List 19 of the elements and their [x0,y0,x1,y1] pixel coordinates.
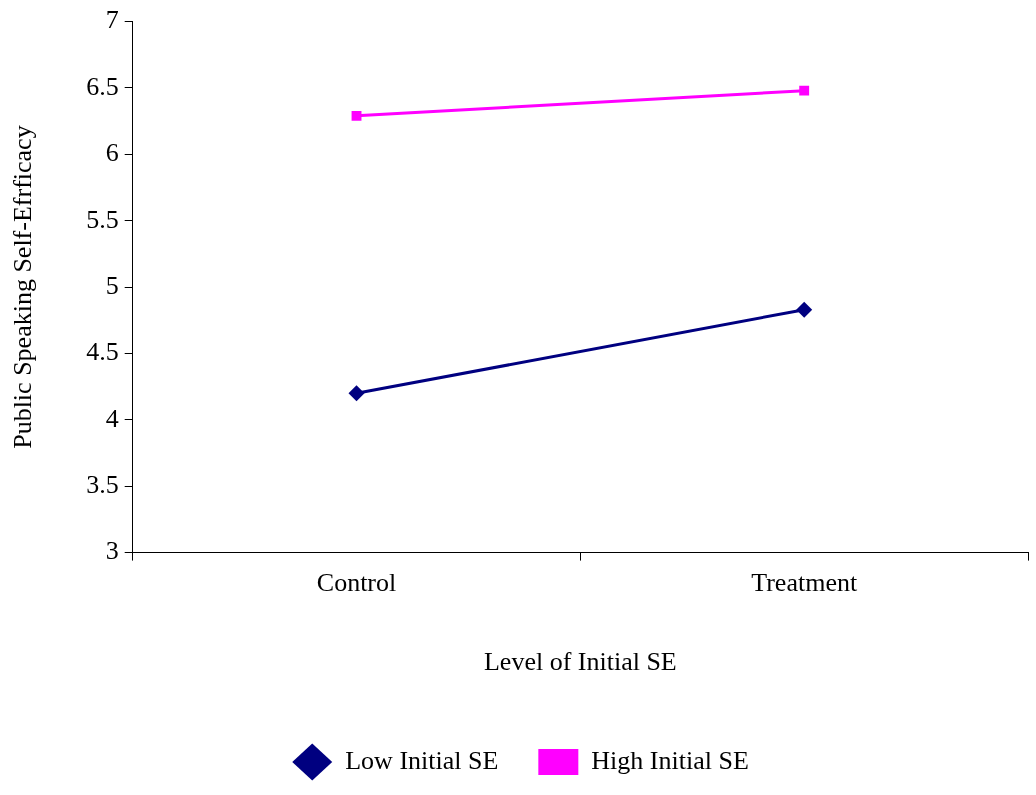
point [796,301,813,318]
point [351,110,362,121]
x-axis-title: Level of Initial SE [483,647,677,677]
y-tick-label: 5 [105,270,119,300]
point [348,385,365,402]
y-tick-label: 6.5 [86,71,119,101]
legend-label: High Initial SE [591,745,749,775]
y-tick-label: 6 [105,138,119,168]
point [799,85,810,96]
y-tick-label: 4 [105,403,119,433]
legend-label: Low Initial SE [345,745,499,775]
y-tick-label: 3.5 [86,470,119,500]
y-tick-label: 7 [105,5,119,35]
y-axis-title: Public Speaking Self-Efrficacy [8,125,38,449]
x-tick-label: Treatment [751,568,858,598]
y-tick-label: 4.5 [86,337,119,367]
x-tick-label: Control [316,568,397,598]
y-tick-label: 5.5 [86,204,119,234]
y-tick-label: 3 [105,536,119,566]
